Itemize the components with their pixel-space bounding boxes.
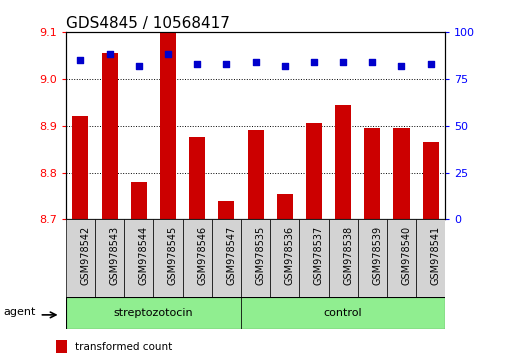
Point [193,61,201,67]
Bar [270,219,299,297]
Text: streptozotocin: streptozotocin [113,308,193,318]
Text: GSM978545: GSM978545 [168,226,178,285]
Point [134,63,142,68]
Bar [422,142,438,219]
Bar [240,297,444,329]
Text: GSM978540: GSM978540 [400,226,411,285]
Bar [393,128,409,219]
Point [106,52,114,57]
Text: GSM978543: GSM978543 [110,226,119,285]
Bar [328,219,357,297]
Point [338,59,346,65]
Text: GSM978535: GSM978535 [255,226,265,285]
Text: GSM978547: GSM978547 [226,226,236,285]
Bar [130,182,146,219]
Bar [299,219,328,297]
Bar [357,219,386,297]
Point [309,59,317,65]
Text: transformed count: transformed count [75,342,172,352]
Point [164,52,172,57]
Point [368,59,376,65]
Bar [386,219,415,297]
Point [251,59,259,65]
Bar [160,32,176,219]
Bar [102,53,117,219]
Text: GSM978537: GSM978537 [313,226,323,285]
Point [76,57,84,63]
Text: control: control [323,308,362,318]
Text: agent: agent [4,307,35,317]
Bar [276,194,292,219]
Bar [306,123,321,219]
Bar [95,219,124,297]
Text: GSM978539: GSM978539 [372,226,382,285]
Text: GDS4845 / 10568417: GDS4845 / 10568417 [66,16,229,31]
Bar [211,219,240,297]
Text: GSM978544: GSM978544 [138,226,148,285]
Point [222,61,230,67]
Text: GSM978541: GSM978541 [430,226,440,285]
Point [280,63,288,68]
Bar [189,137,205,219]
Bar [240,219,270,297]
Bar [364,128,380,219]
Bar [218,201,234,219]
Point [396,63,405,68]
Bar [72,116,88,219]
Bar [66,297,240,329]
Bar [56,340,67,353]
Bar [153,219,182,297]
Text: GSM978536: GSM978536 [284,226,294,285]
Bar [182,219,211,297]
Text: GSM978538: GSM978538 [342,226,352,285]
Bar [124,219,153,297]
Text: GSM978546: GSM978546 [197,226,207,285]
Point [426,61,434,67]
Bar [247,130,263,219]
Text: GSM978542: GSM978542 [80,226,90,285]
Bar [415,219,444,297]
Bar [334,104,350,219]
Bar [66,219,95,297]
